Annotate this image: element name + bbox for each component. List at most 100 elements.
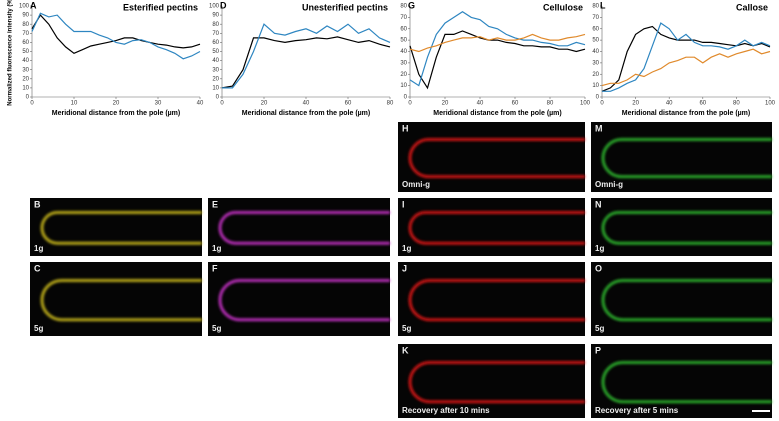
series-line bbox=[601, 48, 771, 87]
y-tick-label: 40 bbox=[22, 58, 29, 64]
x-tick-label: 80 bbox=[547, 101, 554, 107]
panel-caption: Omni-g bbox=[595, 180, 623, 189]
x-tick-label: 0 bbox=[220, 101, 224, 107]
panel-letter: A bbox=[30, 0, 37, 10]
y-tick-label: 50 bbox=[212, 49, 219, 55]
panel-background bbox=[208, 262, 390, 336]
x-axis-label: Meridional distance from the pole (µm) bbox=[622, 110, 751, 117]
x-tick-label: 20 bbox=[442, 101, 449, 107]
panel-letter: I bbox=[402, 199, 405, 209]
y-tick-label: 80 bbox=[22, 22, 29, 28]
y-tick-label: 100 bbox=[209, 4, 220, 10]
panel-caption: 1g bbox=[402, 244, 411, 253]
y-tick-label: 30 bbox=[592, 60, 599, 66]
x-tick-label: 20 bbox=[113, 101, 120, 107]
panel-background bbox=[208, 198, 390, 256]
panel-caption: Recovery after 10 mins bbox=[402, 406, 490, 415]
image-panel: N 1g bbox=[591, 198, 772, 256]
series-line bbox=[602, 22, 771, 92]
panel-letter: F bbox=[212, 263, 218, 273]
x-tick-label: 40 bbox=[666, 101, 673, 107]
series-line bbox=[409, 30, 586, 90]
image-panel: O 5g bbox=[591, 262, 772, 336]
y-tick-label: 70 bbox=[400, 15, 407, 21]
y-tick-label: 70 bbox=[212, 31, 219, 37]
panel-background bbox=[591, 122, 772, 192]
cell-wall bbox=[601, 138, 772, 179]
x-axis-label: Meridional distance from the pole (µm) bbox=[242, 110, 371, 117]
panel-background bbox=[398, 262, 585, 336]
cell-wall bbox=[40, 211, 202, 245]
y-tick-label: 60 bbox=[592, 26, 599, 32]
y-tick-label: 20 bbox=[212, 76, 219, 82]
y-tick-label: 50 bbox=[22, 49, 29, 55]
x-tick-label: 10 bbox=[71, 101, 78, 107]
x-tick-label: 60 bbox=[699, 101, 706, 107]
panel-caption: Omni-g bbox=[402, 180, 430, 189]
y-tick-label: 40 bbox=[592, 49, 599, 55]
y-tick-label: 60 bbox=[400, 26, 407, 32]
x-tick-label: 100 bbox=[765, 101, 776, 107]
cell-wall bbox=[601, 279, 772, 322]
panel-background bbox=[591, 344, 772, 418]
image-panel: I 1g bbox=[398, 198, 585, 256]
image-panel: J 5g bbox=[398, 262, 585, 336]
y-tick-label: 30 bbox=[400, 60, 407, 66]
series-line bbox=[409, 33, 586, 53]
cell-wall bbox=[218, 211, 390, 245]
panel-letter: M bbox=[595, 123, 603, 133]
y-tick-label: 80 bbox=[212, 22, 219, 28]
image-panel: K Recovery after 10 mins bbox=[398, 344, 585, 418]
panel-background bbox=[591, 262, 772, 336]
x-tick-label: 0 bbox=[408, 101, 412, 107]
panel-caption: Recovery after 5 mins bbox=[595, 406, 679, 415]
series-line bbox=[221, 36, 391, 89]
x-tick-label: 40 bbox=[197, 101, 204, 107]
panel-caption: 5g bbox=[212, 324, 221, 333]
series-line bbox=[601, 25, 771, 92]
panel-caption: 1g bbox=[212, 244, 221, 253]
cell-wall bbox=[601, 361, 772, 404]
cell-wall bbox=[218, 279, 390, 322]
panel-letter: L bbox=[600, 0, 606, 10]
panel-caption: 5g bbox=[402, 324, 411, 333]
panel-letter: D bbox=[220, 0, 227, 10]
panel-background bbox=[591, 198, 772, 256]
image-panel: B 1g bbox=[30, 198, 202, 256]
y-tick-label: 60 bbox=[212, 40, 219, 46]
panel-background bbox=[398, 198, 585, 256]
y-tick-label: 20 bbox=[592, 72, 599, 78]
panel-caption: 5g bbox=[595, 324, 604, 333]
image-panel: P Recovery after 5 mins bbox=[591, 344, 772, 418]
y-tick-label: 0 bbox=[596, 95, 600, 101]
x-tick-label: 20 bbox=[632, 101, 639, 107]
x-tick-label: 100 bbox=[580, 101, 591, 107]
panel-letter: E bbox=[212, 199, 218, 209]
x-tick-label: 60 bbox=[345, 101, 352, 107]
panel-caption: 5g bbox=[34, 324, 43, 333]
x-tick-label: 80 bbox=[733, 101, 740, 107]
panel-letter: H bbox=[402, 123, 409, 133]
y-tick-label: 60 bbox=[22, 40, 29, 46]
y-tick-label: 40 bbox=[400, 49, 407, 55]
panel-background bbox=[30, 198, 202, 256]
cell-wall bbox=[408, 138, 585, 179]
y-tick-label: 10 bbox=[22, 85, 29, 91]
y-tick-label: 70 bbox=[22, 31, 29, 37]
panel-background bbox=[398, 122, 585, 192]
panel-letter: C bbox=[34, 263, 41, 273]
cell-wall bbox=[408, 279, 585, 322]
series-line bbox=[31, 12, 201, 60]
y-tick-label: 50 bbox=[592, 38, 599, 44]
panel-letter: J bbox=[402, 263, 407, 273]
panel-background bbox=[30, 262, 202, 336]
chart-title: Unesterified pectins bbox=[302, 2, 388, 12]
cell-wall bbox=[601, 211, 772, 245]
y-tick-label: 90 bbox=[212, 13, 219, 19]
y-tick-label: 50 bbox=[400, 38, 407, 44]
panel-caption: 1g bbox=[595, 244, 604, 253]
image-panel: E 1g bbox=[208, 198, 390, 256]
y-tick-label: 30 bbox=[212, 67, 219, 73]
x-tick-label: 40 bbox=[303, 101, 310, 107]
